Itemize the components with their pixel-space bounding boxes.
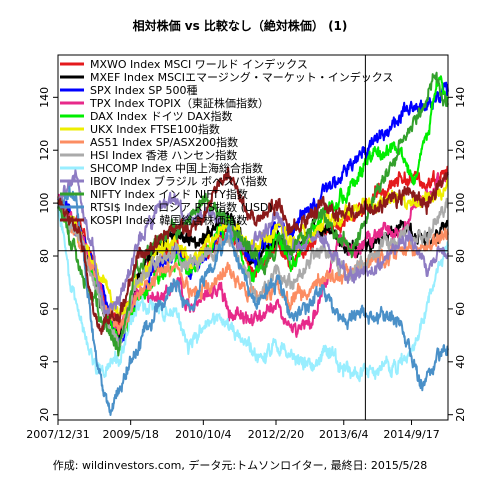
chart-title: 相対株価 vs 比較なし（絶対株価） (1) [133, 18, 348, 33]
legend-label: SHCOMP Index 中国上海総合指数 [90, 161, 263, 175]
series-line [57, 185, 449, 416]
y-tick-label-left: 120 [38, 140, 51, 161]
y-tick-label-right: 40 [454, 355, 467, 369]
series-line [57, 169, 449, 317]
y-tick-label-left: 140 [38, 87, 51, 108]
y-tick-label-right: 100 [454, 193, 467, 214]
y-tick-label-right: 20 [454, 408, 467, 422]
plot-area [57, 71, 449, 416]
y-tick-label-right: 60 [454, 302, 467, 316]
legend-label: AS51 Index SP/ASX200指数 [90, 135, 238, 149]
plot-frame [57, 54, 449, 421]
y-tick-label-right: 80 [454, 249, 467, 263]
legend-label: IBOV Index ブラジル ボベスパ指数 [90, 174, 267, 188]
legend-label: MXEF Index MSCIエマージング・マーケット・インデックス [90, 70, 393, 84]
legend-label: NIFTY Index インド NIFTY指数 [90, 187, 248, 201]
y-tick-label-left: 60 [38, 302, 51, 316]
x-tick-label: 2009/5/18 [102, 428, 158, 441]
chart-caption: 作成: wildinvestors.com, データ元:トムソンロイター, 最終… [53, 458, 427, 472]
series-line [57, 166, 449, 335]
x-tick-label: 2010/10/4 [175, 428, 231, 441]
y-tick-label-left: 80 [38, 249, 51, 263]
series-line [57, 71, 449, 357]
legend-label: UKX Index FTSE100指数 [90, 122, 220, 136]
y-tick-label-right: 120 [454, 140, 467, 161]
y-tick-label-left: 20 [38, 408, 51, 422]
y-tick-label-left: 100 [38, 193, 51, 214]
legend-label: MXWO Index MSCI ワールド インデックス [90, 57, 308, 71]
legend-label: HSI Index 香港 ハンセン指数 [90, 148, 237, 162]
legend-label: DAX Index ドイツ DAX指数 [90, 109, 232, 123]
legend-label: KOSPI Index 韓国総合株価指数 [90, 213, 247, 227]
legend-label: SPX Index SP 500種 [90, 83, 198, 97]
x-tick-label: 2007/12/31 [26, 428, 89, 441]
series-line [57, 206, 449, 383]
legend-label: TPX Index TOPIX（東証株価指数） [89, 96, 269, 110]
axes: 20 20 40 40 60 60 80 80 100 100 120 120 140 140 2007/1… [26, 54, 467, 441]
series-line [57, 196, 449, 334]
x-tick-label: 2012/2/20 [248, 428, 304, 441]
x-tick-label: 2013/6/4 [319, 428, 368, 441]
series-line [57, 81, 449, 346]
legend-label: RTSI$ Index ロシア RTS指数 (USD) [90, 200, 273, 214]
x-tick-label: 2014/9/17 [383, 428, 439, 441]
y-tick-label-left: 40 [38, 355, 51, 369]
y-tick-label-right: 140 [454, 87, 467, 108]
